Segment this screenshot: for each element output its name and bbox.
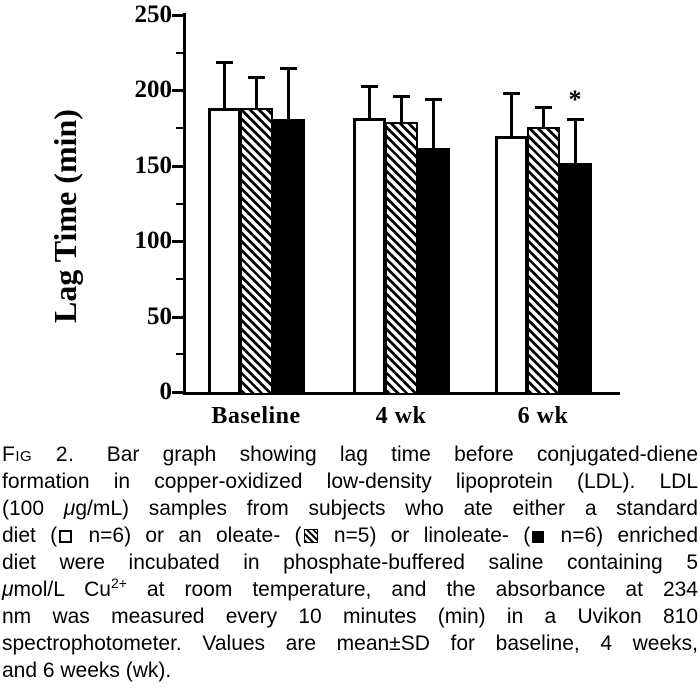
mu-symbol: μ (63, 497, 76, 520)
figure-label: Fig 2. (2, 443, 75, 466)
caption-line: and 6 weeks (wk). (2, 657, 698, 684)
caption-line: Fig 2. Bar graph showing lag time before… (2, 441, 698, 468)
error-bar-cap (361, 84, 378, 88)
square-open-icon (59, 530, 73, 543)
y-tick-label: 200 (134, 76, 173, 104)
error-bar (542, 106, 545, 130)
bar-baseline-open (208, 108, 241, 395)
bar-4-wk-open (353, 117, 386, 395)
caption-text: formation in copper-oxidized low-density… (2, 470, 698, 493)
x-tick-label: 4 wk (375, 403, 427, 429)
bar-baseline-filled (272, 119, 305, 395)
caption-text: at room temperature, and the absorbance … (126, 578, 698, 601)
error-bar-cap (425, 98, 442, 102)
caption-text: n=6) or an oleate- ( (74, 524, 302, 547)
caption-text: g/mL) samples from subjects who ate eith… (75, 497, 698, 520)
error-bar (223, 61, 226, 112)
error-bar (255, 76, 258, 112)
error-bar-cap (248, 75, 265, 79)
y-tick-label: 250 (134, 1, 173, 28)
error-bar (400, 96, 403, 126)
error-bar (510, 93, 513, 139)
y-tick-minor (176, 202, 183, 205)
error-bar (287, 67, 290, 123)
y-tick-major (172, 315, 183, 319)
significance-asterisk: * (568, 85, 582, 115)
caption-text: spectrophotometer. Values are mean±SD fo… (2, 632, 698, 655)
caption-text: nm was measured every 10 minutes (min) i… (2, 605, 698, 628)
bar-baseline-hatched (240, 108, 273, 395)
y-tick-major (172, 89, 183, 93)
caption-text: diet were incubated in phosphate-buffere… (2, 551, 698, 574)
error-bar (368, 85, 371, 121)
y-tick-label: 150 (134, 151, 173, 179)
error-bar-cap (280, 66, 297, 70)
y-axis-line (183, 13, 186, 395)
caption-text: mol/L Cu (13, 578, 111, 601)
y-tick-minor (176, 127, 183, 130)
caption-text: Bar graph showing lag time before conjug… (83, 443, 698, 466)
square-filled-icon (532, 531, 545, 543)
y-tick-major (172, 391, 183, 394)
error-bar (574, 119, 577, 166)
y-tick-label: 0 (159, 378, 173, 405)
mu-symbol: μ (2, 578, 14, 601)
y-tick-major (172, 164, 183, 168)
error-bar (432, 99, 435, 151)
bar-4-wk-hatched (385, 122, 418, 395)
bar-4-wk-filled (417, 147, 450, 395)
caption-line: diet ( n=6) or an oleate- ( n=5) or lino… (2, 522, 698, 549)
y-tick-minor (176, 51, 183, 54)
y-tick-label: 50 (147, 302, 172, 330)
caption-line: μmol/L Cu2+ at room temperature, and the… (2, 576, 698, 603)
y-axis-title: Lag Time (min) (47, 109, 83, 323)
superscript: 2+ (110, 575, 127, 591)
caption-line: formation in copper-oxidized low-density… (2, 468, 698, 495)
error-bar-cap (216, 60, 233, 64)
y-tick-label: 100 (134, 227, 173, 255)
y-tick-major (172, 14, 183, 17)
x-tick-label: 6 wk (517, 403, 569, 429)
error-bar-cap (503, 92, 520, 96)
y-tick-major (172, 240, 183, 244)
error-bar-cap (535, 105, 552, 109)
caption-line: diet were incubated in phosphate-buffere… (2, 549, 698, 576)
caption-text: and 6 weeks (wk). (2, 659, 172, 682)
y-tick-minor (176, 353, 183, 356)
bar-6-wk-hatched (527, 126, 560, 395)
caption-text: n=6) enriched (546, 524, 699, 547)
caption-text: n=5) or linoleate- ( (319, 524, 531, 547)
bar-6-wk-filled (559, 162, 592, 395)
square-hatched-icon (303, 529, 318, 543)
caption-line: (100 μg/mL) samples from subjects who at… (2, 495, 698, 522)
y-tick-minor (176, 277, 183, 280)
caption-text: (100 (2, 497, 64, 520)
caption-text: diet ( (2, 524, 58, 547)
caption-line: spectrophotometer. Values are mean±SD fo… (2, 630, 698, 657)
x-tick-label: Baseline (211, 403, 301, 429)
error-bar-cap (567, 118, 584, 122)
error-bar-cap (393, 95, 410, 99)
caption-line: nm was measured every 10 minutes (min) i… (2, 603, 698, 630)
figure-caption: Fig 2. Bar graph showing lag time before… (2, 441, 698, 684)
bar-6-wk-open (495, 135, 528, 395)
